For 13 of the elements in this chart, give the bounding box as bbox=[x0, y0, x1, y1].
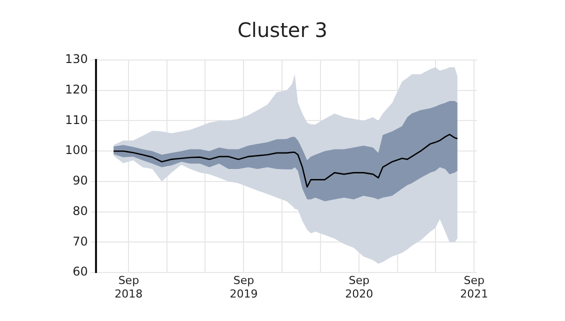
y-tick-label: 130 bbox=[65, 52, 88, 66]
y-tick-label: 90 bbox=[72, 174, 88, 188]
y-tick-label: 80 bbox=[72, 204, 88, 218]
y-tick-label: 110 bbox=[65, 112, 88, 127]
y-tick-label: 100 bbox=[65, 143, 88, 158]
x-tick-label: Sep 2019 bbox=[230, 274, 258, 300]
x-tick-label: Sep 2018 bbox=[114, 274, 143, 300]
y-tick-label: 120 bbox=[65, 82, 88, 96]
x-tick-label: Sep 2020 bbox=[345, 274, 374, 300]
y-tick-label: 70 bbox=[72, 234, 88, 248]
y-tick-label: 60 bbox=[72, 264, 88, 279]
chart-title: Cluster 3 bbox=[236, 18, 329, 42]
x-tick-label: Sep 2021 bbox=[460, 274, 488, 300]
